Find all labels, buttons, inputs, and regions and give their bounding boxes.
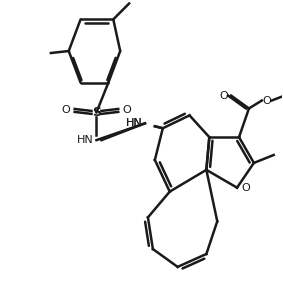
Text: HN: HN (126, 118, 143, 128)
Text: O: O (61, 105, 70, 116)
Text: O: O (123, 105, 132, 116)
Text: O: O (242, 183, 250, 193)
Text: HN: HN (126, 118, 143, 128)
Text: S: S (92, 106, 101, 119)
Text: O: O (262, 95, 271, 106)
Text: HN: HN (77, 135, 93, 145)
Text: O: O (220, 91, 229, 101)
